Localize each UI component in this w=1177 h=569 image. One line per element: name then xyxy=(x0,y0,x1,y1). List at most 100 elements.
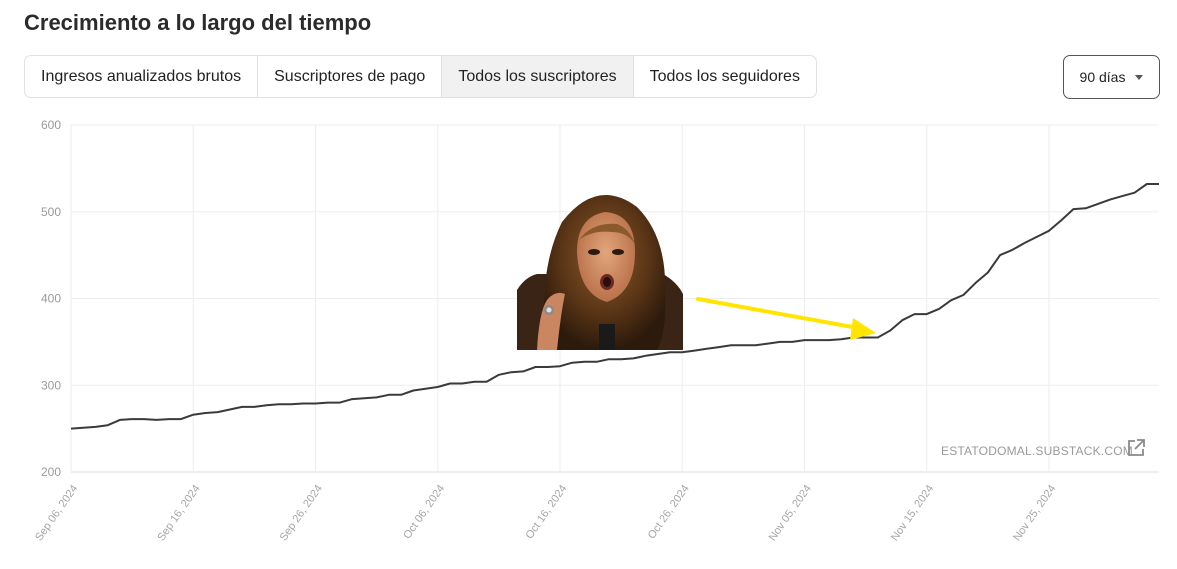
data-point xyxy=(1133,192,1135,194)
watermark-text: ESTATODOMAL.SUBSTACK.COM xyxy=(941,444,1133,458)
series-line xyxy=(70,183,1159,430)
x-tick-label: Oct 06, 2024 xyxy=(401,483,447,541)
data-point xyxy=(363,397,365,399)
data-point xyxy=(1109,198,1111,200)
data-point xyxy=(1023,242,1025,244)
data-point xyxy=(388,394,390,396)
data-point xyxy=(926,313,928,315)
data-point xyxy=(877,336,879,338)
data-point xyxy=(437,386,439,388)
y-tick-label: 600 xyxy=(41,118,61,132)
data-point xyxy=(143,418,145,420)
data-point xyxy=(290,403,292,405)
data-point xyxy=(864,336,866,338)
data-point xyxy=(265,404,267,406)
data-point xyxy=(816,339,818,341)
data-point xyxy=(718,346,720,348)
series-layer xyxy=(70,183,1160,430)
data-point xyxy=(901,319,903,321)
annotation-arrowhead xyxy=(850,318,876,340)
y-tick-label: 500 xyxy=(41,205,61,219)
data-point xyxy=(119,419,121,421)
data-point xyxy=(229,408,231,410)
data-point xyxy=(657,353,659,355)
data-point xyxy=(1011,249,1013,251)
data-point xyxy=(241,406,243,408)
data-point xyxy=(706,348,708,350)
data-point xyxy=(204,412,206,414)
data-point xyxy=(1158,183,1160,185)
data-point xyxy=(608,358,610,360)
data-point xyxy=(999,254,1001,256)
x-tick-label: Sep 16, 2024 xyxy=(155,483,202,543)
data-point xyxy=(644,355,646,357)
y-tick-label: 200 xyxy=(41,465,61,479)
data-point xyxy=(314,402,316,404)
data-point xyxy=(400,394,402,396)
data-point xyxy=(1121,195,1123,197)
data-point xyxy=(840,338,842,340)
page-title: Crecimiento a lo largo del tiempo xyxy=(24,10,372,35)
data-point xyxy=(889,329,891,331)
data-point xyxy=(168,418,170,420)
data-point xyxy=(596,361,598,363)
data-point xyxy=(82,427,84,429)
data-point xyxy=(1097,203,1099,205)
time-range-select[interactable]: 90 días xyxy=(1063,55,1160,99)
reaction-image xyxy=(517,182,683,350)
data-point xyxy=(449,382,451,384)
data-point xyxy=(70,427,72,429)
tab-todos-los-suscriptores[interactable]: Todos los suscriptores xyxy=(442,56,634,97)
data-point xyxy=(131,418,133,420)
annotation-arrow-layer xyxy=(696,297,876,340)
data-point xyxy=(278,403,280,405)
data-point xyxy=(583,361,585,363)
data-point xyxy=(351,398,353,400)
data-point xyxy=(485,381,487,383)
data-point xyxy=(1072,208,1074,210)
data-point xyxy=(950,299,952,301)
x-tick-label: Sep 06, 2024 xyxy=(33,483,80,543)
data-point xyxy=(94,426,96,428)
chevron-down-icon xyxy=(1135,74,1144,80)
data-point xyxy=(1048,230,1050,232)
external-link-icon[interactable] xyxy=(1126,438,1146,458)
data-point xyxy=(1146,183,1148,185)
data-point xyxy=(1060,219,1062,221)
tab-ingresos-anualizados[interactable]: Ingresos anualizados brutos xyxy=(25,56,259,97)
data-point xyxy=(962,294,964,296)
data-point xyxy=(791,341,793,343)
data-point xyxy=(192,414,194,416)
data-point xyxy=(510,371,512,373)
data-point xyxy=(547,366,549,368)
tab-suscriptores-de-pago[interactable]: Suscriptores de pago xyxy=(258,56,443,97)
data-point xyxy=(987,271,989,273)
data-point xyxy=(559,365,561,367)
x-tick-label: Sep 26, 2024 xyxy=(278,483,325,543)
data-point xyxy=(754,344,756,346)
y-axis: 200 300 400 500 600 xyxy=(41,118,61,479)
x-tick-label: Oct 16, 2024 xyxy=(523,483,569,541)
data-point xyxy=(302,402,304,404)
metric-tabs: Ingresos anualizados brutos Suscriptores… xyxy=(24,55,817,98)
tab-todos-los-seguidores[interactable]: Todos los seguidores xyxy=(649,68,800,85)
data-point xyxy=(412,389,414,391)
data-point xyxy=(632,357,634,359)
x-tick-label: Nov 05, 2024 xyxy=(767,483,814,543)
data-point xyxy=(1036,236,1038,238)
data-point xyxy=(779,341,781,343)
data-point xyxy=(217,411,219,413)
data-point xyxy=(180,418,182,420)
data-point xyxy=(498,374,500,376)
data-point xyxy=(1085,207,1087,209)
data-point xyxy=(253,406,255,408)
data-point xyxy=(803,339,805,341)
data-point xyxy=(742,344,744,346)
data-point xyxy=(522,370,524,372)
chart-grid xyxy=(70,124,1159,473)
data-point xyxy=(828,339,830,341)
y-tick-label: 400 xyxy=(41,292,61,306)
data-point xyxy=(913,313,915,315)
data-point xyxy=(107,424,109,426)
annotation-arrow xyxy=(696,297,860,330)
